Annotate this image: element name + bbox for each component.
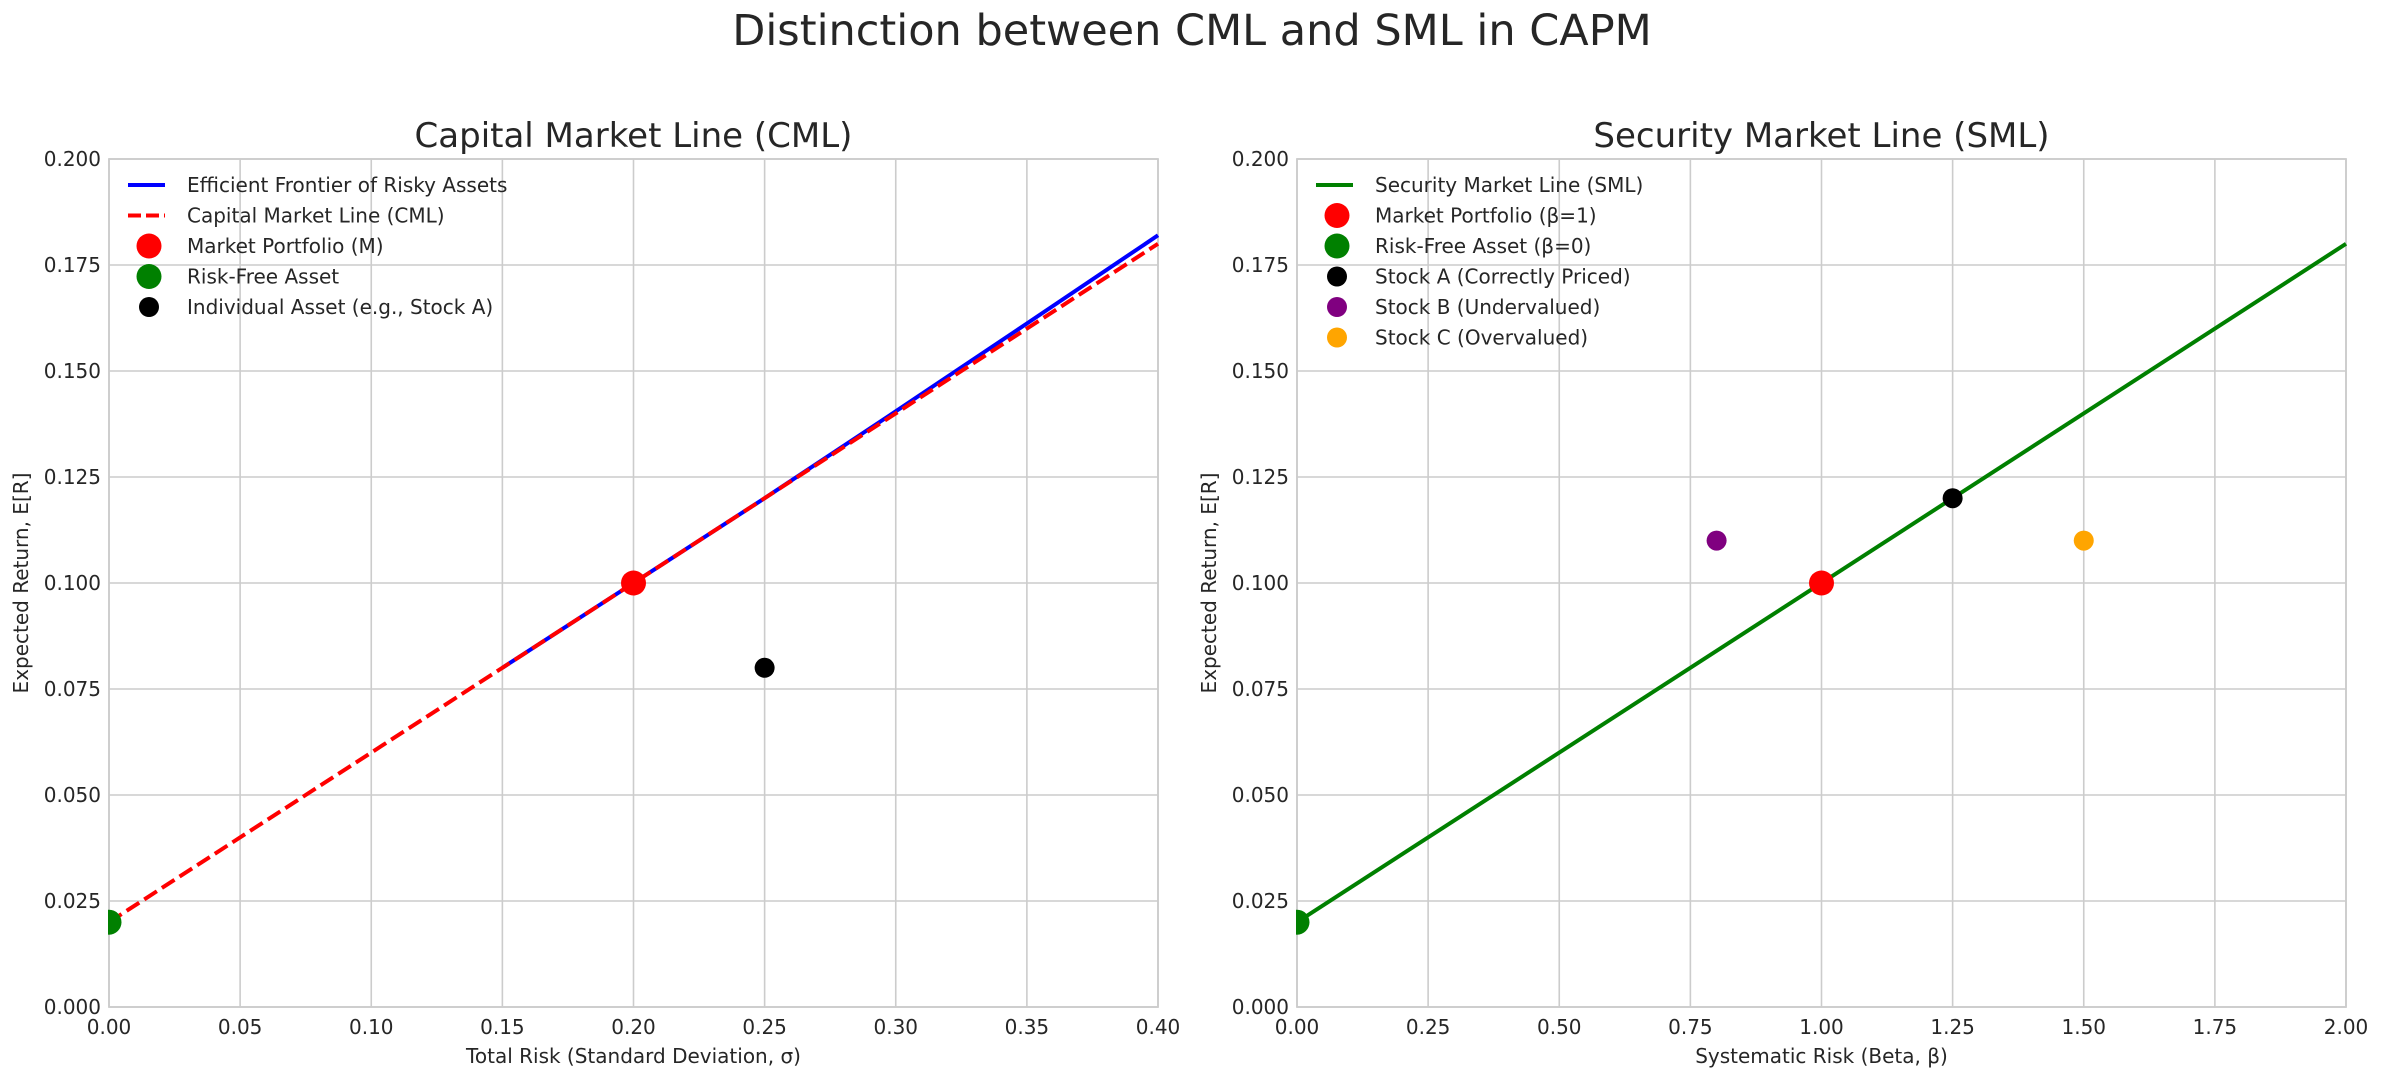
- legend-label: Market Portfolio (β=1): [1375, 204, 1597, 228]
- legend-point-marker: [136, 264, 162, 289]
- legend-label: Stock B (Undervalued): [1375, 295, 1600, 319]
- y-tick-label: 0.100: [44, 571, 101, 595]
- legend-point-marker: [1327, 297, 1347, 317]
- y-tick-label: 0.050: [1232, 783, 1289, 807]
- plot-frame: [1296, 158, 2347, 1008]
- legend-label: Risk-Free Asset (β=0): [1375, 234, 1591, 258]
- x-tick-label: 2.00: [2324, 1015, 2369, 1039]
- data-point: [1809, 570, 1834, 596]
- x-tick-label: 0.15: [480, 1015, 525, 1039]
- legend-point-marker: [136, 233, 162, 259]
- y-axis-label: Expected Return, E[R]: [9, 473, 33, 694]
- x-tick-label: 0.10: [349, 1015, 394, 1039]
- y-tick-label: 0.125: [44, 465, 101, 489]
- x-tick-label: 1.50: [2061, 1015, 2106, 1039]
- data-point: [108, 909, 122, 935]
- x-tick-label: 0.75: [1668, 1015, 1713, 1039]
- series-line: [108, 242, 1159, 924]
- y-tick-label: 0.050: [44, 783, 101, 807]
- figure-title: Distinction between CML and SML in CAPM: [732, 6, 1652, 56]
- x-tick-label: 0.25: [742, 1015, 787, 1039]
- plot-frame: [108, 158, 1159, 1008]
- x-tick-label: 0.50: [1537, 1015, 1582, 1039]
- chart-panel-2: 0.00 0.25 0.50 0.75 1.00 1.25 1.50 1.75 2.00 0.00…: [1197, 116, 2368, 1068]
- legend: Efficient Frontier of Risky Assets Capita…: [128, 173, 507, 319]
- y-tick-label: 0.175: [1232, 253, 1289, 277]
- y-axis-label: Expected Return, E[R]: [1197, 473, 1221, 694]
- plot-area: [108, 233, 1159, 935]
- data-point: [1706, 530, 1727, 551]
- y-tick-label: 0.075: [1232, 677, 1289, 701]
- legend-label: Security Market Line (SML): [1375, 173, 1643, 197]
- legend-point-marker: [1324, 203, 1350, 228]
- y-tick-label: 0.125: [1232, 465, 1289, 489]
- legend-label: Capital Market Line (CML): [187, 204, 445, 228]
- x-tick-label: 1.25: [1930, 1015, 1975, 1039]
- y-tick-label: 0.000: [1232, 995, 1289, 1019]
- x-tick-label: 0.25: [1406, 1015, 1451, 1039]
- y-tick-label: 0.100: [1232, 571, 1289, 595]
- legend-point-marker: [1327, 327, 1347, 348]
- y-tick-label: 0.150: [1232, 359, 1289, 383]
- x-tick-label: 1.75: [2193, 1015, 2238, 1039]
- legend-label: Efficient Frontier of Risky Assets: [187, 173, 507, 197]
- x-tick-label: 0.00: [1275, 1015, 1320, 1039]
- data-point: [2073, 530, 2094, 551]
- x-tick-label: 0.30: [873, 1015, 918, 1039]
- legend-point-marker: [1324, 233, 1350, 259]
- data-point: [1296, 909, 1310, 935]
- y-tick-label: 0.000: [44, 995, 101, 1019]
- x-tick-label: 0.20: [611, 1015, 656, 1039]
- legend-point-marker: [139, 297, 159, 317]
- y-tick-label: 0.150: [44, 359, 101, 383]
- chart-panel-1: 0.00 0.05 0.10 0.15 0.20 0.25 0.30 0.35 0.40 0.00…: [9, 116, 1180, 1068]
- series-line: [501, 233, 1159, 670]
- legend: Security Market Line (SML) Market Portfol…: [1316, 173, 1643, 350]
- data-point: [754, 657, 775, 678]
- legend-label: Risk-Free Asset: [187, 265, 339, 289]
- y-tick-label: 0.025: [1232, 889, 1289, 913]
- y-tick-label: 0.200: [1232, 147, 1289, 171]
- x-tick-label: 1.00: [1799, 1015, 1844, 1039]
- legend-label: Stock A (Correctly Priced): [1375, 265, 1631, 289]
- x-axis-label: Total Risk (Standard Deviation, σ): [465, 1044, 801, 1068]
- y-tick-label: 0.075: [44, 677, 101, 701]
- y-tick-label: 0.200: [44, 147, 101, 171]
- x-tick-label: 0.40: [1136, 1015, 1181, 1039]
- x-tick-label: 0.35: [1005, 1015, 1050, 1039]
- legend-label: Individual Asset (e.g., Stock A): [187, 295, 493, 319]
- legend-label: Stock C (Overvalued): [1375, 326, 1588, 350]
- chart-title: Security Market Line (SML): [1593, 116, 2049, 156]
- y-tick-label: 0.025: [44, 889, 101, 913]
- legend-label: Market Portfolio (M): [187, 234, 384, 258]
- x-tick-label: 0.00: [87, 1015, 132, 1039]
- legend-point-marker: [1327, 266, 1347, 287]
- data-point: [621, 570, 646, 596]
- plot-area: [1296, 242, 2347, 935]
- x-axis-label: Systematic Risk (Beta, β): [1695, 1044, 1948, 1068]
- chart-title: Capital Market Line (CML): [415, 116, 853, 156]
- y-tick-label: 0.175: [44, 253, 101, 277]
- data-point: [1942, 488, 1963, 509]
- x-tick-label: 0.05: [218, 1015, 263, 1039]
